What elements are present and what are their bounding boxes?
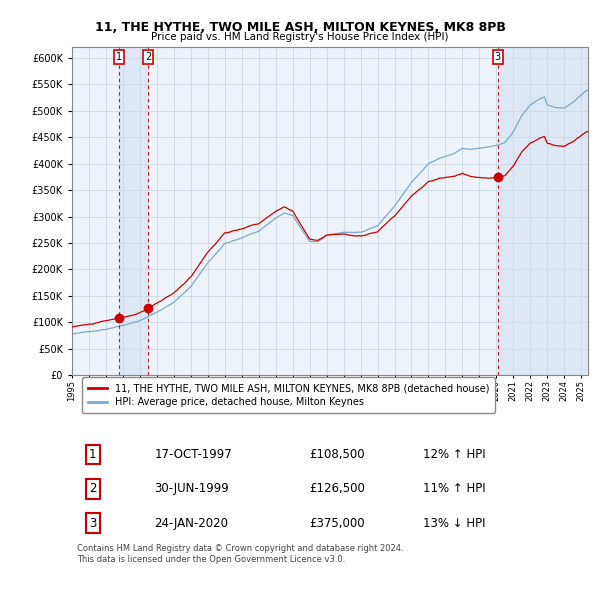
Text: 13% ↓ HPI: 13% ↓ HPI <box>423 517 485 530</box>
Bar <box>497 47 588 375</box>
Text: Contains HM Land Registry data © Crown copyright and database right 2024.
This d: Contains HM Land Registry data © Crown c… <box>77 544 404 563</box>
Text: £126,500: £126,500 <box>310 482 365 495</box>
Text: 3: 3 <box>89 517 97 530</box>
Text: Price paid vs. HM Land Registry's House Price Index (HPI): Price paid vs. HM Land Registry's House … <box>151 32 449 42</box>
Legend: 11, THE HYTHE, TWO MILE ASH, MILTON KEYNES, MK8 8PB (detached house), HPI: Avera: 11, THE HYTHE, TWO MILE ASH, MILTON KEYN… <box>82 377 496 413</box>
Text: 30-JUN-1999: 30-JUN-1999 <box>155 482 229 495</box>
Text: £108,500: £108,500 <box>310 448 365 461</box>
Text: 2: 2 <box>89 482 97 495</box>
Text: 12% ↑ HPI: 12% ↑ HPI <box>423 448 485 461</box>
Text: 11% ↑ HPI: 11% ↑ HPI <box>423 482 485 495</box>
Text: 11, THE HYTHE, TWO MILE ASH, MILTON KEYNES, MK8 8PB: 11, THE HYTHE, TWO MILE ASH, MILTON KEYN… <box>95 21 505 34</box>
Bar <box>119 47 148 375</box>
Text: £375,000: £375,000 <box>310 517 365 530</box>
Text: 2: 2 <box>145 52 151 62</box>
Text: 3: 3 <box>494 52 500 62</box>
Text: 1: 1 <box>89 448 97 461</box>
Text: 24-JAN-2020: 24-JAN-2020 <box>155 517 229 530</box>
Text: 17-OCT-1997: 17-OCT-1997 <box>155 448 232 461</box>
Text: 1: 1 <box>116 52 122 62</box>
